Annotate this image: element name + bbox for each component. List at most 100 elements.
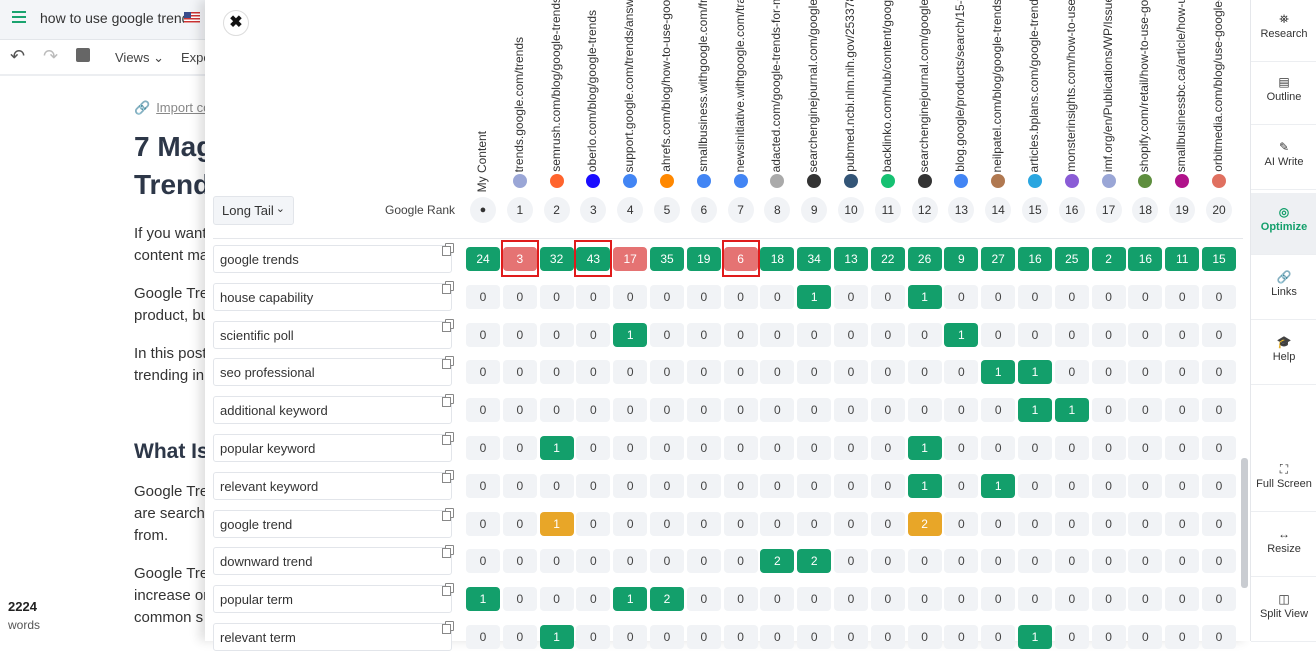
keyword-count-cell[interactable]: 0 <box>944 511 979 536</box>
keyword-count-cell[interactable]: 2 <box>797 549 832 574</box>
keyword-count-cell[interactable]: 0 <box>1165 398 1200 423</box>
paragraph[interactable]: In this post trending in <box>134 343 207 387</box>
keyword-count-cell[interactable]: 0 <box>723 473 758 498</box>
keyword-count-cell[interactable]: 19 <box>686 247 721 271</box>
keyword-count-cell[interactable]: 0 <box>686 587 721 612</box>
save-icon[interactable] <box>76 48 90 62</box>
keyword-count-cell[interactable]: 0 <box>466 360 500 385</box>
copy-icon[interactable] <box>442 356 454 370</box>
keyword-count-cell[interactable]: 3 <box>502 247 537 271</box>
keyword-count-cell[interactable]: 1 <box>539 625 574 649</box>
keyword-count-cell[interactable]: 0 <box>944 436 979 460</box>
keyword-count-cell[interactable]: 0 <box>1128 473 1163 498</box>
column-header-url[interactable]: shopify.com/retail/how-to-use-goo <box>1135 0 1155 172</box>
sidebar-item-full-screen[interactable]: ⛶ Full Screen <box>1251 450 1316 512</box>
keyword-count-cell[interactable]: 0 <box>1091 398 1126 423</box>
export-menu[interactable]: Expo <box>181 50 211 65</box>
keyword-count-cell[interactable]: 0 <box>1128 511 1163 536</box>
keyword-count-cell[interactable]: 0 <box>1054 360 1089 385</box>
column-header-my-content[interactable]: My Content <box>473 0 493 192</box>
scrollbar[interactable] <box>1241 458 1248 588</box>
keyword-count-cell[interactable]: 0 <box>1128 322 1163 347</box>
keyword-count-cell[interactable]: 1 <box>944 322 979 347</box>
keyword-count-cell[interactable]: 0 <box>1018 511 1052 536</box>
keyword-count-cell[interactable]: 25 <box>1054 247 1089 271</box>
keyword-count-cell[interactable]: 0 <box>613 549 648 574</box>
keyword-count-cell[interactable]: 0 <box>834 473 868 498</box>
keyword-count-cell[interactable]: 0 <box>613 360 648 385</box>
keyword-count-cell[interactable]: 1 <box>907 284 942 309</box>
keyword-count-cell[interactable]: 0 <box>834 322 868 347</box>
keyword-count-cell[interactable]: 0 <box>870 587 905 612</box>
column-header-url[interactable]: monsterinsights.com/how-to-use- <box>1062 0 1082 172</box>
keyword-count-cell[interactable]: 0 <box>1202 473 1236 498</box>
keyword-count-cell[interactable]: 0 <box>870 473 905 498</box>
section-heading[interactable]: What Is <box>134 440 209 463</box>
keyword-count-cell[interactable]: 0 <box>834 511 868 536</box>
keyword-count-cell[interactable]: 32 <box>539 247 574 271</box>
keyword-count-cell[interactable]: 0 <box>576 511 611 536</box>
keyword-count-cell[interactable]: 0 <box>723 511 758 536</box>
keyword-count-cell[interactable]: 0 <box>1165 587 1200 612</box>
keyword-count-cell[interactable]: 0 <box>1128 436 1163 460</box>
keyword-count-cell[interactable]: 0 <box>834 549 868 574</box>
copy-icon[interactable] <box>442 394 454 408</box>
keyword-field[interactable]: google trends <box>213 245 452 273</box>
keyword-count-cell[interactable]: 0 <box>870 436 905 460</box>
keyword-count-cell[interactable]: 0 <box>760 398 795 423</box>
keyword-count-cell[interactable]: 0 <box>576 360 611 385</box>
keyword-count-cell[interactable]: 26 <box>907 247 942 271</box>
keyword-count-cell[interactable]: 0 <box>723 322 758 347</box>
keyword-count-cell[interactable]: 1 <box>1018 360 1052 385</box>
keyword-count-cell[interactable]: 1 <box>539 511 574 536</box>
keyword-count-cell[interactable]: 0 <box>1091 360 1126 385</box>
keyword-count-cell[interactable]: 2 <box>1091 247 1126 271</box>
column-header-url[interactable]: orbitmedia.com/blog/use-google- <box>1209 0 1229 172</box>
keyword-count-cell[interactable]: 0 <box>1054 549 1089 574</box>
keyword-count-cell[interactable]: 24 <box>466 247 500 271</box>
keyword-count-cell[interactable]: 0 <box>686 322 721 347</box>
keyword-count-cell[interactable]: 0 <box>1018 284 1052 309</box>
keyword-field[interactable]: google trend <box>213 509 452 538</box>
keyword-count-cell[interactable]: 0 <box>539 322 574 347</box>
keyword-count-cell[interactable]: 0 <box>1165 511 1200 536</box>
keyword-field[interactable]: popular term <box>213 585 452 614</box>
keyword-count-cell[interactable]: 0 <box>613 398 648 423</box>
column-header-url[interactable]: imf.org/en/Publications/WP/Issue <box>1099 0 1119 172</box>
keyword-count-cell[interactable]: 0 <box>1202 284 1236 309</box>
keyword-count-cell[interactable]: 0 <box>1091 549 1126 574</box>
keyword-field[interactable]: seo professional <box>213 358 452 387</box>
keyword-count-cell[interactable]: 0 <box>760 625 795 649</box>
keyword-count-cell[interactable]: 0 <box>944 587 979 612</box>
column-header-url[interactable]: searchenginejournal.com/google- <box>915 0 935 172</box>
keyword-count-cell[interactable]: 1 <box>1054 398 1089 423</box>
keyword-count-cell[interactable]: 0 <box>760 322 795 347</box>
keyword-count-cell[interactable]: 0 <box>1202 511 1236 536</box>
keyword-count-cell[interactable]: 0 <box>944 398 979 423</box>
keyword-field[interactable]: house capability <box>213 282 452 311</box>
column-header-url[interactable]: ahrefs.com/blog/how-to-use-goog <box>657 0 677 172</box>
keyword-count-cell[interactable]: 0 <box>981 398 1016 423</box>
column-header-url[interactable]: pubmed.ncbi.nlm.nih.gov/253378 <box>841 0 861 172</box>
copy-icon[interactable] <box>442 545 454 559</box>
sidebar-item-split-view[interactable]: ◫ Split View <box>1251 580 1316 642</box>
keyword-count-cell[interactable]: 0 <box>870 322 905 347</box>
keyword-field[interactable]: downward trend <box>213 547 452 576</box>
keyword-count-cell[interactable]: 0 <box>834 360 868 385</box>
keyword-count-cell[interactable]: 0 <box>466 322 500 347</box>
keyword-count-cell[interactable]: 0 <box>723 625 758 649</box>
keyword-count-cell[interactable]: 1 <box>613 322 648 347</box>
column-header-url[interactable]: adacted.com/google-trends-for-m <box>767 0 787 172</box>
close-button[interactable]: ✖ <box>223 10 249 36</box>
keyword-count-cell[interactable]: 0 <box>760 587 795 612</box>
keyword-count-cell[interactable]: 0 <box>1202 322 1236 347</box>
keyword-count-cell[interactable]: 0 <box>981 587 1016 612</box>
sidebar-item-ai-write[interactable]: ✎ AI Write <box>1251 128 1316 190</box>
keyword-count-cell[interactable]: 0 <box>576 398 611 423</box>
column-header-url[interactable]: support.google.com/trends/answ <box>620 0 640 172</box>
keyword-count-cell[interactable]: 2 <box>760 549 795 574</box>
keyword-count-cell[interactable]: 0 <box>1054 473 1089 498</box>
keyword-count-cell[interactable]: 35 <box>650 247 684 271</box>
keyword-count-cell[interactable]: 0 <box>870 625 905 649</box>
keyword-count-cell[interactable]: 0 <box>1018 587 1052 612</box>
